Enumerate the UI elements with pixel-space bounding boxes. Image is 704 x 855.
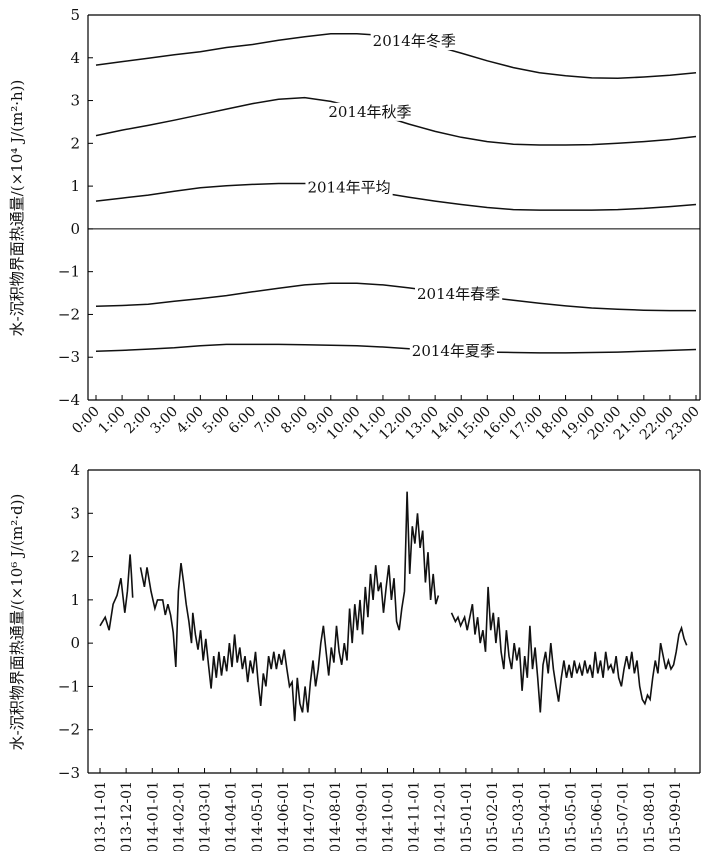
diurnal-y-tick-label: −3 (58, 348, 80, 366)
diurnal-x-tick-label: 6:00 (226, 404, 260, 438)
daily-y-tick-label: 1 (70, 591, 80, 609)
diurnal-y-tick-label: −2 (58, 305, 80, 323)
diurnal-y-tick-label: 5 (70, 6, 80, 24)
daily-series-line (99, 554, 134, 631)
diurnal-series-label: 2014年夏季 (412, 342, 495, 360)
diurnal-x-tick-label: 7:00 (252, 404, 286, 438)
diurnal-y-tick-label: 0 (70, 220, 80, 238)
daily-x-tick-label: 2013-11-01 (93, 781, 109, 851)
diurnal-y-tick-label: 3 (70, 92, 80, 110)
daily-x-tick-label: 2013-12-01 (119, 781, 135, 851)
daily-x-tick-label: 2014-02-01 (171, 781, 187, 851)
daily-series (99, 491, 688, 722)
daily-x-tick-label: 2015-02-01 (485, 781, 501, 851)
daily-y-tick-label: 3 (70, 504, 80, 522)
diurnal-series-label-bg (370, 32, 458, 51)
daily-axes: 4 3 2 1 0 −1 −2 −3 2013-11-01 2013-12-01 2014-01-0… (58, 461, 701, 855)
daily-x-tick-label: 2015-05-01 (563, 781, 579, 851)
diurnal-x-tick-label: 5:00 (200, 404, 234, 438)
diurnal-y-tick-label: −4 (58, 391, 80, 409)
diurnal-series-label: 2014年冬季 (373, 32, 456, 50)
daily-y-axis-label: 水-沉积物界面热通量/(×10⁶ J/(m²·d)) (8, 494, 26, 751)
daily-y-tick-label: −3 (58, 764, 80, 782)
diurnal-x-tick-label: 8:00 (278, 404, 312, 438)
diurnal-series-line (95, 343, 697, 354)
daily-series-line (450, 586, 688, 713)
daily-x-tick-label: 2014-01-01 (145, 781, 161, 851)
daily-x-tick-label: 2015-01-01 (459, 781, 475, 851)
daily-x-tick-label: 2014-03-01 (198, 781, 214, 851)
diurnal-series-line (95, 282, 696, 312)
diurnal-x-tick-label: 2:00 (121, 404, 155, 438)
diurnal-series-label: 2014年平均 (307, 179, 390, 197)
diurnal-axes: 543210−1−2−3−40:001:002:003:004:005:006:… (58, 6, 703, 443)
diurnal-y-axis-label: 水-沉积物界面热通量/(×10⁴ J/(m²·h)) (8, 80, 26, 337)
daily-x-tick-label: 2014-08-01 (328, 781, 344, 851)
daily-x-tick-label: 2014-11-01 (407, 781, 423, 851)
daily-series-line (139, 491, 440, 722)
diurnal-series-label-bg (415, 285, 503, 304)
diurnal-series-label-bg (305, 178, 393, 197)
daily-x-tick-label: 2014-09-01 (354, 781, 370, 851)
daily-y-tick-label: 2 (70, 548, 80, 566)
diurnal-y-tick-label: 1 (70, 177, 80, 195)
diurnal-series-labels: 2014年冬季 2014年秋季 2014年平均 2014年春季 2014年夏季 (305, 32, 503, 360)
diurnal-x-tick-label: 3:00 (148, 404, 182, 438)
daily-y-tick-label: −1 (58, 677, 80, 695)
daily-x-tick-label: 2015-03-01 (511, 781, 527, 851)
diurnal-x-tick-label: 1:00 (95, 404, 129, 438)
daily-x-tick-label: 2014-04-01 (224, 781, 240, 851)
diurnal-x-tick-label: 4:00 (174, 404, 208, 438)
daily-x-tick-label: 2015-07-01 (616, 781, 632, 851)
diurnal-y-tick-label: 4 (70, 49, 80, 67)
daily-x-tick-label: 2015-09-01 (668, 781, 684, 851)
daily-x-tick-label: 2014-12-01 (433, 781, 449, 851)
daily-x-tick-label: 2014-07-01 (302, 781, 318, 851)
daily-x-tick-label: 2015-08-01 (642, 781, 658, 851)
daily-x-tick-label: 2015-06-01 (590, 781, 606, 851)
diurnal-chart: 水-沉积物界面热通量/(×10⁴ J/(m²·h)) 5 4 3 2 1 0 −1 −2 −3 −… (8, 6, 703, 443)
diurnal-y-tick-label: −1 (58, 263, 80, 281)
daily-chart: 水-沉积物界面热通量/(×10⁶ J/(m²·d)) 4 3 2 1 0 −1 −2 −3 20… (8, 461, 701, 855)
diurnal-y-tick-label: 2 (70, 134, 80, 152)
diurnal-series-label-bg (326, 102, 414, 121)
daily-y-tick-label: −2 (58, 721, 80, 739)
daily-x-tick-label: 2014-05-01 (250, 781, 266, 851)
daily-y-tick-label: 0 (70, 634, 80, 652)
daily-x-tick-label: 2014-06-01 (276, 781, 292, 851)
diurnal-series (95, 33, 697, 354)
diurnal-series-line (95, 182, 697, 211)
diurnal-series-label: 2014年春季 (417, 285, 500, 303)
diurnal-series-label: 2014年秋季 (328, 103, 411, 121)
daily-x-tick-label: 2014-10-01 (380, 781, 396, 851)
diurnal-series-label-bg (409, 341, 497, 360)
daily-y-tick-label: 4 (70, 461, 80, 479)
daily-x-tick-label: 2015-04-01 (537, 781, 553, 851)
